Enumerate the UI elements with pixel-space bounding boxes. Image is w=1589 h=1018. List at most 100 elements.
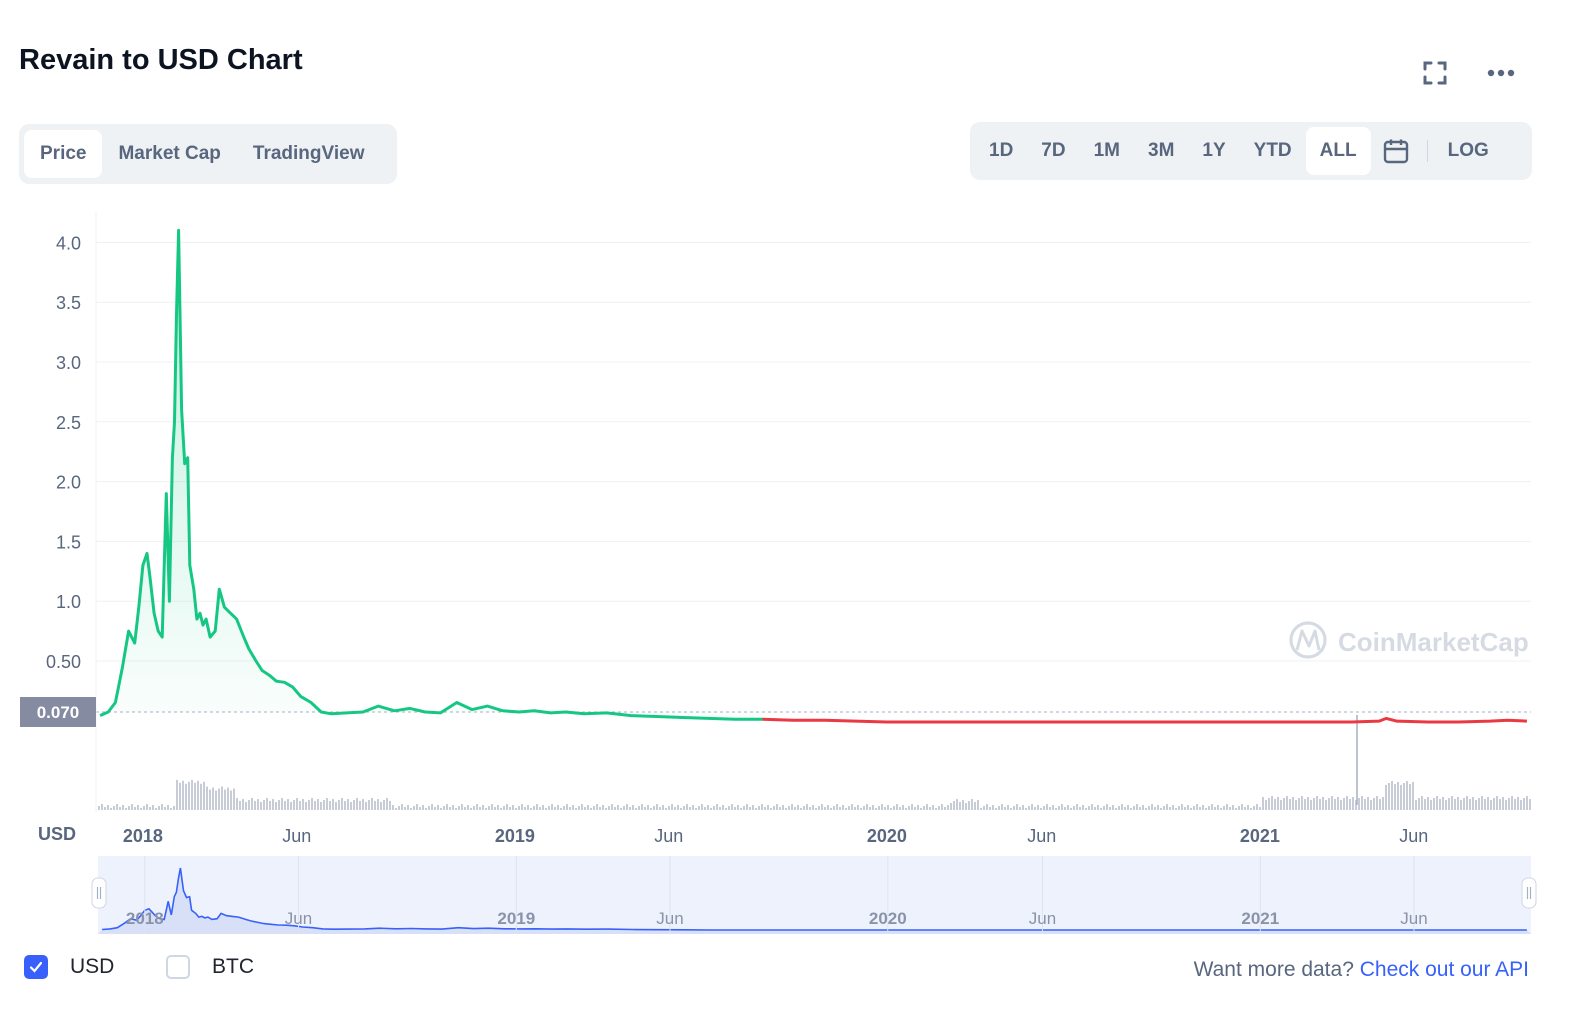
legend-btc[interactable]: BTC (166, 955, 254, 979)
volume-bar (749, 807, 751, 810)
btc-checkbox[interactable] (166, 955, 190, 979)
tab-market-cap[interactable]: Market Cap (118, 143, 221, 164)
volume-bar (221, 786, 223, 810)
navigator-handle-right[interactable] (1521, 877, 1537, 909)
volume-bar (656, 804, 658, 810)
volume-bar (1304, 799, 1306, 810)
volume-bar (836, 804, 838, 810)
volume-bar (947, 805, 949, 810)
current-price-tag (20, 697, 96, 727)
volume-bar (302, 799, 304, 810)
price-chart[interactable]: 0.50 1.0 1.5 2.0 2.5 3.0 3.5 4.0 2018 Jun 2019 Jun… (0, 0, 1589, 950)
volume-bar (245, 802, 247, 810)
volume-bar (1208, 806, 1210, 810)
volume-bar (1004, 807, 1006, 810)
volume-bar (1016, 804, 1018, 810)
volume-bar (470, 808, 472, 810)
volume-bar (1214, 807, 1216, 810)
volume-bar (593, 806, 595, 810)
volume-bar (503, 806, 505, 810)
volume-bar (446, 804, 448, 810)
volume-bar (458, 806, 460, 810)
volume-bar (479, 807, 481, 810)
tab-price[interactable]: Price (24, 130, 103, 178)
volume-bar (1517, 797, 1519, 810)
volume-bar (1367, 797, 1369, 810)
volume-bar (1490, 800, 1492, 810)
legend-label-usd: USD (70, 955, 115, 978)
navigator-handle-left[interactable] (91, 877, 107, 909)
volume-bar (1001, 804, 1003, 810)
tab-1d[interactable]: 1D (989, 140, 1014, 161)
y-tick-label: 2.0 (56, 473, 81, 493)
volume-bar (971, 799, 973, 810)
volume-bar (1454, 799, 1456, 810)
volume-bar (395, 808, 397, 810)
api-link[interactable]: Check out our API (1359, 958, 1529, 981)
more-icon[interactable] (1484, 56, 1518, 90)
volume-bar (1052, 805, 1054, 810)
volume-bar (818, 806, 820, 810)
calendar-icon[interactable] (1371, 127, 1421, 175)
volume-bar (776, 804, 778, 810)
volume-bar (449, 807, 451, 810)
volume-bar (989, 807, 991, 810)
volume-bar (524, 807, 526, 810)
legend-usd[interactable]: USD (24, 955, 114, 979)
usd-checkbox[interactable] (24, 955, 48, 979)
volume-bar (914, 807, 916, 810)
volume-bar (1445, 800, 1447, 810)
volume-bar (1109, 807, 1111, 810)
volume-bar (695, 808, 697, 810)
volume-bar (632, 805, 634, 810)
volume-bar (770, 808, 772, 810)
tab-3m[interactable]: 3M (1148, 140, 1175, 161)
volume-bar (464, 807, 466, 810)
volume-bar (881, 804, 883, 810)
volume-bar (188, 781, 190, 810)
volume-bar (383, 800, 385, 810)
volume-bar (335, 802, 337, 810)
tab-1y[interactable]: 1Y (1202, 140, 1226, 161)
volume-bar (401, 804, 403, 810)
volume-bar (311, 798, 313, 810)
volume-bar (1502, 797, 1504, 810)
volume-bar (581, 804, 583, 810)
tab-all[interactable]: ALL (1305, 127, 1371, 175)
volume-bar (1022, 805, 1024, 810)
volume-bar (1310, 800, 1312, 810)
tab-tradingview[interactable]: TradingView (252, 143, 365, 164)
volume-bar (824, 807, 826, 810)
tab-ytd[interactable]: YTD (1253, 140, 1292, 161)
volume-bar (731, 804, 733, 810)
volume-bar (137, 805, 139, 810)
volume-bar (1169, 807, 1171, 810)
volume-bar (662, 805, 664, 810)
volume-bar (125, 808, 127, 810)
volume-bar (1007, 805, 1009, 810)
volume-bar (869, 807, 871, 810)
navigator-window[interactable] (98, 856, 1531, 934)
y-tick-label: 1.0 (56, 592, 81, 612)
navigator-tick-label: 2020 (869, 909, 907, 928)
chart-title: Revain to USD Chart (19, 44, 303, 76)
volume-bar (1202, 805, 1204, 810)
tab-7d[interactable]: 7D (1041, 140, 1066, 161)
volume-bar (692, 805, 694, 810)
volume-bar (1385, 785, 1387, 810)
volume-bar (209, 789, 211, 810)
volume-bar (698, 806, 700, 810)
volume-bar (617, 805, 619, 810)
volume-bar (779, 807, 781, 810)
volume-bar (500, 808, 502, 810)
fullscreen-icon[interactable] (1418, 56, 1452, 90)
volume-bar (290, 802, 292, 810)
tab-1m[interactable]: 1M (1093, 140, 1120, 161)
volume-bar (584, 807, 586, 810)
log-toggle[interactable]: LOG (1447, 140, 1489, 161)
volume-bar (1184, 807, 1186, 810)
volume-bar (878, 806, 880, 810)
volume-bar (1094, 807, 1096, 810)
volume-bar (707, 805, 709, 810)
volume-bar (491, 804, 493, 810)
